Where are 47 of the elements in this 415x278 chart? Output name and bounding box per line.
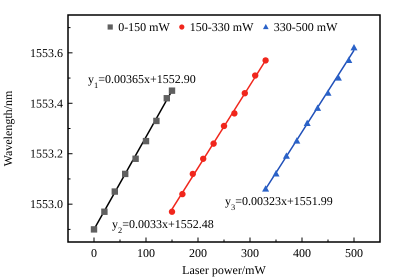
x-axis-title: Laser power/mW <box>182 263 266 277</box>
point <box>350 44 358 50</box>
y-tick-label: 1553.6 <box>30 46 63 60</box>
point <box>90 226 98 233</box>
point <box>231 110 238 117</box>
point <box>345 56 352 63</box>
x-tick-label: 100 <box>137 246 155 260</box>
legend-label: 330-500 mW <box>274 20 338 34</box>
point <box>200 156 206 162</box>
annotation: y$_{3}$=0.00323x+1551.99 <box>225 194 333 212</box>
legend-label: 0-150 mW <box>118 20 171 34</box>
legend-label: 150-330 mW <box>190 20 254 34</box>
y-tick-label: 1553.0 <box>30 197 63 212</box>
point <box>293 137 300 144</box>
point <box>262 185 270 192</box>
x-tick-label: 400 <box>293 246 311 260</box>
point <box>153 118 160 124</box>
point <box>282 152 290 159</box>
point <box>101 208 108 215</box>
x-tick-label: 0 <box>91 246 97 260</box>
point <box>164 95 170 102</box>
point <box>262 57 269 64</box>
point <box>272 170 280 176</box>
point <box>168 87 176 94</box>
point <box>252 72 258 79</box>
point <box>304 120 311 126</box>
y-axis-title: Wavelength/nm <box>1 90 15 166</box>
y-tick-label: 1553.4 <box>30 96 63 110</box>
annotation: y$_{2}$=0.0033x+1552.48 <box>112 217 214 234</box>
point <box>324 89 332 96</box>
point <box>314 104 322 111</box>
point <box>122 170 128 178</box>
point <box>242 90 248 96</box>
point <box>179 190 186 198</box>
x-tick-label: 500 <box>345 246 363 260</box>
x-tick-label: 300 <box>241 246 259 260</box>
point <box>334 74 342 81</box>
point <box>132 156 139 162</box>
y-tick-label: 1553.2 <box>30 146 63 161</box>
point <box>220 122 228 130</box>
point <box>112 188 118 195</box>
point <box>142 138 150 144</box>
annotation: y$_{1}$=0.00365x+1552.90 <box>88 72 196 90</box>
point <box>168 208 176 215</box>
x-tick-label: 200 <box>189 246 207 260</box>
point <box>210 140 217 147</box>
point <box>190 170 196 178</box>
